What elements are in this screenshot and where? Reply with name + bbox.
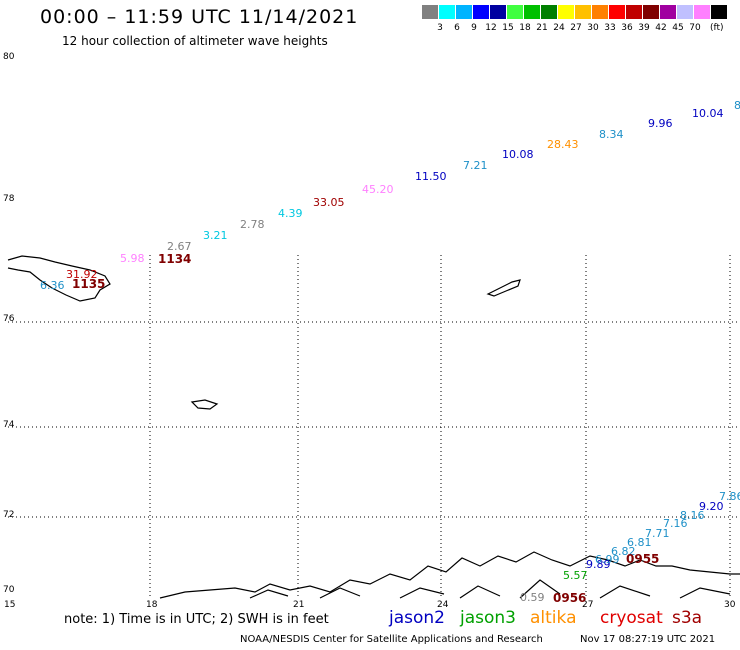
legend-label: 3 [437,23,443,33]
wave-height-value: 9.20 [699,500,724,513]
legend-swatch [473,5,489,19]
wave-height-value: 4.39 [278,207,303,220]
wave-height-value: 5.57 [563,569,588,582]
norway-coastline [159,551,740,599]
lon-tick: 27 [582,600,594,610]
wave-height-value: 28.43 [547,138,579,151]
legend-label: 36 [621,23,633,33]
pass-time-label: 1135 [72,277,106,291]
wave-height-value: 9.96 [648,117,673,130]
wave-height-value: 6.82 [611,545,636,558]
legend-label: 30 [587,23,599,33]
timestamp-text: Nov 17 08:27:19 UTC 2021 [580,634,716,645]
wave-height-value: 2.78 [240,218,265,231]
legend-swatch [524,5,540,19]
legend-label: 27 [570,23,582,33]
lat-tick: 80 [3,52,15,62]
legend-swatch [677,5,693,19]
satellite-label: s3a [672,608,703,628]
wave-height-value: 8.16 [680,509,705,522]
wave-height-value: 31.92 [66,268,98,281]
legend-label: 24 [553,23,565,33]
coastlines [7,255,740,599]
satellite-label: cryosat [600,608,663,628]
wave-height-value: 7.21 [463,159,488,172]
legend-swatch [456,5,472,19]
legend-label: 6 [454,23,460,33]
lon-tick: 21 [293,600,305,610]
legend-label: 9 [471,23,477,33]
wave-height-value: 9.89 [586,558,611,571]
legend-swatch [507,5,523,19]
legend-swatch [575,5,591,19]
satellite-label: altika [530,608,577,628]
lat-tick: 76 [3,314,15,324]
svalbard-island [7,255,111,302]
wave-height-value: 6.81 [627,536,652,549]
pass-time-label: 0955 [626,552,660,566]
legend-label: 42 [655,23,667,33]
wave-height-value: 11.50 [415,170,447,183]
wave-height-value: 6.99 [595,553,620,566]
wave-height-value: 8 [734,99,740,112]
legend-swatch [711,5,727,19]
legend-label: 39 [638,23,650,33]
satellite-label: jason3 [460,608,516,628]
legend-swatch [490,5,506,19]
legend-label: 45 [672,23,684,33]
legend-swatch [592,5,608,19]
legend-swatch [609,5,625,19]
legend-swatch [558,5,574,19]
wave-height-value: 0.59 [520,591,545,604]
lon-tick: 18 [146,600,158,610]
legend-swatch [643,5,659,19]
wave-height-value: 33.05 [313,196,345,209]
legend-label: 33 [604,23,616,33]
wave-height-value: 2.67 [167,240,192,253]
legend-swatch [439,5,455,19]
coastal-islands [249,579,731,599]
legend-label: 70 [689,23,701,33]
bear-island [190,399,219,410]
lat-tick: 74 [3,420,15,430]
lat-tick: 70 [3,585,15,595]
units-note: note: 1) Time is in UTC; 2) SWH is in fe… [64,612,329,627]
wave-height-value: 8.34 [599,128,624,141]
kong-karls-land-island [486,279,521,297]
credit-text: NOAA/NESDIS Center for Satellite Applica… [240,634,543,645]
wave-height-value: 5.98 [120,252,145,265]
wave-height-value: 7.86 [719,490,740,503]
legend-swatch [541,5,557,19]
lat-tick: 72 [3,510,15,520]
lat-tick: 78 [3,194,15,204]
legend-swatch [422,5,438,19]
legend-swatch [694,5,710,19]
wave-height-value: 7.71 [645,527,670,540]
legend-label: 12 [485,23,497,33]
legend-label: 15 [502,23,514,33]
wave-height-value: 6.36 [40,279,65,292]
map-title: 00:00 – 11:59 UTC 11/14/2021 [40,6,359,28]
wave-height-value: 10.04 [692,107,724,120]
wave-height-value: 7.16 [663,517,688,530]
pass-time-label: 1134 [158,252,192,266]
legend-label: 18 [519,23,531,33]
lon-tick: 30 [724,600,736,610]
lon-tick: 15 [4,600,16,610]
legend-swatch [626,5,642,19]
legend-unit: (ft) [710,23,724,33]
lon-tick: 24 [437,600,449,610]
wave-height-value: 45.20 [362,183,394,196]
map-subtitle: 12 hour collection of altimeter wave hei… [62,34,328,48]
legend-swatch [660,5,676,19]
wave-height-value: 10.08 [502,148,534,161]
legend-label: 21 [536,23,548,33]
wave-height-value: 3.21 [203,229,228,242]
satellite-label: jason2 [389,608,445,628]
pass-time-label: 0956 [553,591,587,605]
